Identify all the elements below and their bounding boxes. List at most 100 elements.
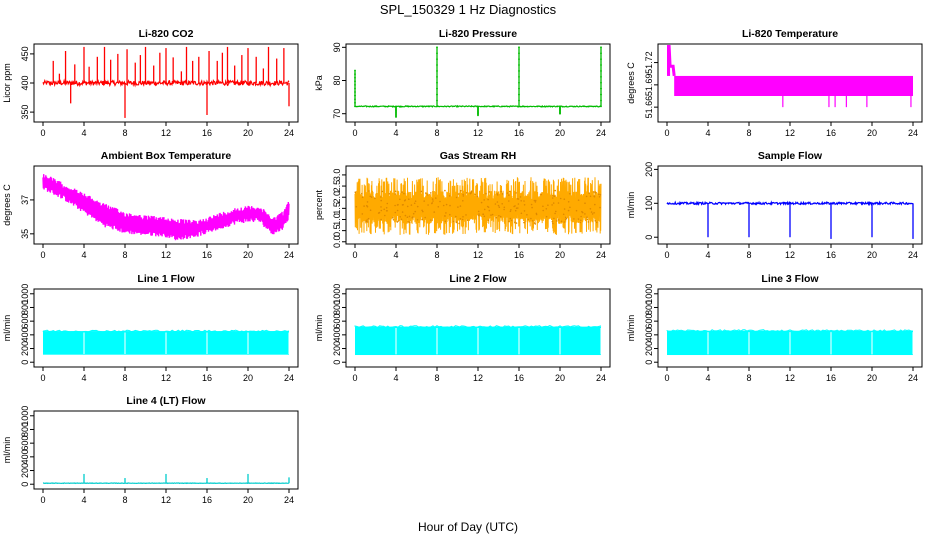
x-tick-label: 16 [202, 495, 212, 505]
spike-dot [436, 46, 438, 49]
spike-dot [354, 83, 356, 86]
y-tick-label: 0.5 [332, 224, 342, 237]
rh-point [462, 200, 464, 202]
panel-title: Line 1 Flow [137, 273, 195, 285]
y-tick-label: 1000 [20, 406, 30, 426]
x-tick-label: 0 [40, 495, 45, 505]
rh-point [397, 203, 399, 206]
x-tick-label: 4 [393, 250, 398, 260]
rh-point [470, 191, 473, 194]
rh-point [557, 202, 560, 204]
rh-point [381, 190, 384, 193]
rh-point [449, 213, 451, 216]
spike-dot [600, 93, 602, 96]
y-axis-label: kPa [314, 75, 324, 91]
rh-point [457, 206, 459, 208]
flow-top-edge [666, 329, 914, 333]
temperature-early-block [667, 45, 671, 76]
rh-point [430, 192, 432, 194]
x-tick-label: 24 [908, 250, 918, 260]
y-axis-label: Licor ppm [2, 63, 12, 103]
x-tick-label: 8 [434, 250, 439, 260]
x-tick-label: 0 [664, 373, 669, 383]
rh-point [509, 210, 512, 213]
rh-point [431, 202, 433, 205]
spike-dot [354, 91, 356, 93]
rh-point [480, 201, 483, 204]
rh-point [530, 203, 533, 206]
rh-point [577, 218, 580, 220]
x-tick-label: 12 [161, 250, 171, 260]
x-tick-label: 8 [122, 495, 127, 505]
rh-point [593, 212, 595, 214]
x-tick-label: 24 [908, 373, 918, 383]
rh-point [380, 218, 382, 221]
rh-point [581, 210, 583, 213]
rh-point [513, 205, 515, 208]
panel-line4: Line 4 (LT) Flow 0 4 8 12 16 20 24 0 200400600800… [2, 395, 299, 505]
rh-point [439, 200, 441, 203]
rh-point [394, 204, 396, 207]
x-tick-label: 12 [785, 373, 795, 383]
rh-point [487, 198, 489, 201]
x-tick-label: 16 [514, 373, 524, 383]
rh-point [455, 221, 458, 223]
y-tick-label: 0.0 [332, 236, 342, 249]
spike-dot [354, 101, 356, 104]
spike-dot [518, 81, 520, 84]
x-tick-label: 20 [555, 250, 565, 260]
rh-point [508, 220, 510, 223]
y-tick-label: 35 [20, 229, 30, 239]
x-tick-label: 20 [243, 373, 253, 383]
rh-point [383, 208, 386, 211]
rh-point [593, 191, 595, 193]
rh-point [369, 195, 372, 198]
rh-point [585, 195, 588, 198]
flow-top-edge [42, 329, 290, 333]
rh-point [520, 200, 522, 202]
spike-dot [600, 81, 602, 84]
rh-point [483, 208, 486, 211]
x-tick-label: 24 [908, 128, 918, 138]
rh-point [553, 195, 556, 197]
series-line3 [666, 329, 914, 356]
rh-point [392, 219, 395, 221]
rh-point [508, 200, 510, 202]
rh-point [595, 221, 598, 224]
rh-point [555, 220, 558, 222]
rh-point [594, 191, 597, 194]
series-line2 [354, 325, 602, 356]
y-tick-label: 200 [20, 463, 30, 478]
rh-point [590, 211, 593, 213]
rh-point [580, 219, 582, 222]
rh-point [535, 213, 538, 216]
rh-point [445, 203, 448, 206]
spike-dot [436, 99, 438, 102]
rh-point [465, 192, 468, 194]
panel-title: Li-820 Pressure [439, 28, 517, 40]
rh-point [594, 203, 596, 206]
rh-point [403, 199, 406, 202]
rh-point [519, 196, 522, 198]
rh-point [459, 218, 462, 220]
y-axis-label: ml/min [314, 315, 324, 342]
spike-dot [518, 70, 520, 72]
y-tick-label: 400 [332, 327, 342, 342]
x-tick-label: 0 [40, 250, 45, 260]
rh-point [462, 195, 465, 197]
rh-point [551, 197, 554, 199]
y-tick-label: 0 [20, 360, 30, 365]
rh-point [380, 206, 382, 208]
panel-co2: Li-820 CO2 0 4 8 12 16 20 24 350 400 450 Licor ppm [2, 28, 299, 138]
rh-point [445, 212, 447, 214]
rh-point [462, 193, 464, 196]
rh-point [421, 209, 423, 212]
rh-point [399, 216, 402, 218]
rh-point [401, 211, 404, 213]
rh-point [508, 194, 510, 196]
rh-point [531, 206, 533, 209]
x-tick-label: 8 [122, 250, 127, 260]
rh-point [380, 209, 383, 212]
